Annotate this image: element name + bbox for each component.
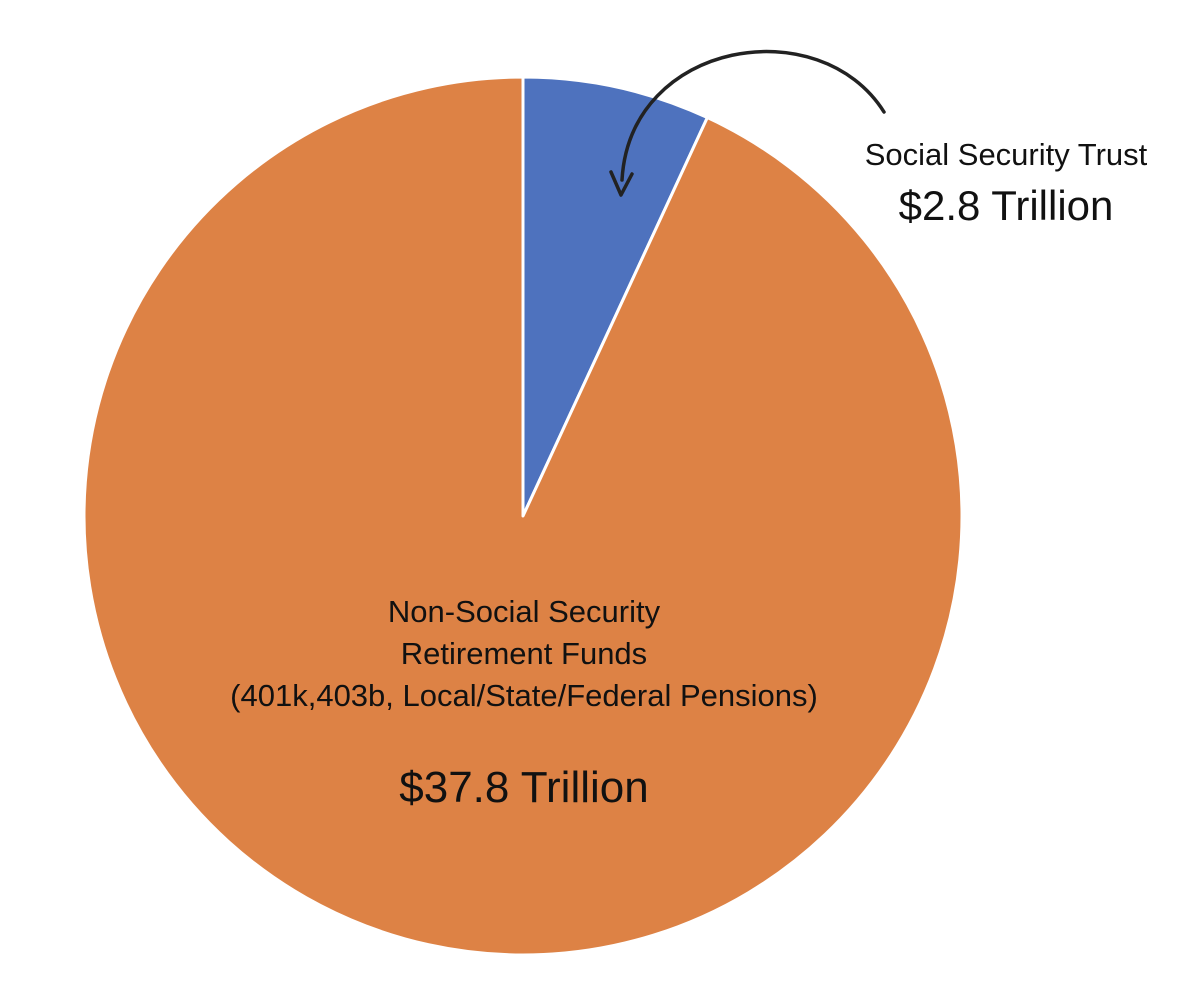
pie-slices [82,75,964,957]
non-social-security-value-label: $37.8 Trillion [399,763,648,812]
non-social-security-label-line-2: Retirement Funds [401,636,647,671]
pie-slice-non-social-security [82,75,964,957]
non-social-security-label: Non-Social Security Retirement Funds (40… [230,594,818,812]
social-security-label: Social Security Trust $2.8 Trillion [865,137,1148,229]
non-social-security-label-line-3: (401k,403b, Local/State/Federal Pensions… [230,678,818,713]
callout-arrow [620,49,886,182]
social-security-value-label: $2.8 Trillion [899,182,1114,229]
non-social-security-label-line-1: Non-Social Security [388,594,661,629]
pie-slice-social-security [521,75,709,518]
social-security-label-line: Social Security Trust [865,137,1148,172]
callout-arrowhead-icon [609,170,634,197]
